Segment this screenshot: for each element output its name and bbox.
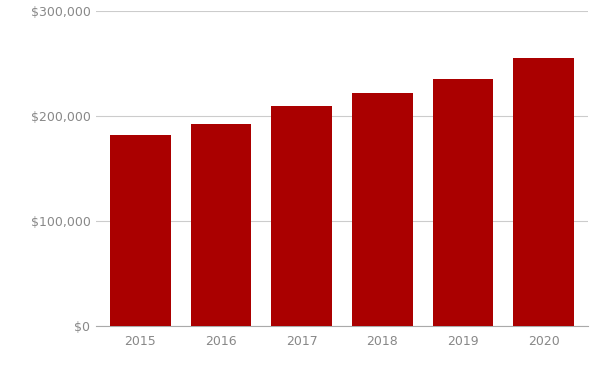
Bar xyxy=(271,106,332,326)
Bar xyxy=(191,124,251,326)
Bar xyxy=(433,79,493,326)
Bar xyxy=(110,135,170,326)
Bar xyxy=(352,93,413,326)
Bar xyxy=(514,58,574,326)
